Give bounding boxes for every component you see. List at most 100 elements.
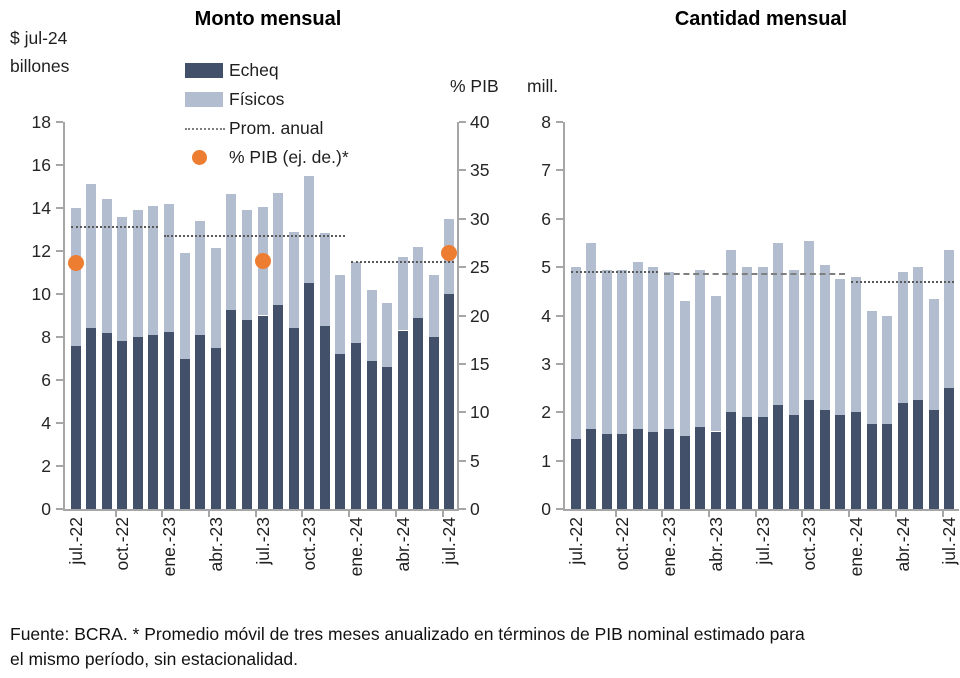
y-axis-tick-label: 10	[31, 284, 51, 304]
y-axis-tick-label: 6	[541, 208, 551, 229]
bar-segment-fisicos	[288, 231, 299, 329]
bar-segment-echeq	[882, 424, 893, 509]
y-axis-tick	[56, 508, 63, 510]
x-axis-minor-tick	[348, 511, 351, 517]
x-axis-minor-tick	[754, 511, 757, 517]
bar-segment-fisicos	[648, 267, 659, 432]
y-axis-tick-label: 7	[541, 160, 551, 181]
bar-segment-echeq	[304, 283, 315, 510]
bar-segment-echeq	[835, 414, 846, 509]
fisicos-swatch-icon	[185, 92, 223, 107]
bar-segment-fisicos	[413, 246, 424, 318]
bar-segment-fisicos	[382, 302, 393, 368]
bar-segment-fisicos	[897, 272, 908, 403]
x-axis-tick-label: oct.-23	[299, 517, 320, 571]
annual-average-line-2023	[664, 273, 846, 276]
bar-segment-fisicos	[241, 210, 252, 320]
secondary-y-axis-tick-label: 25	[470, 257, 490, 278]
bar-segment-fisicos	[710, 296, 721, 432]
bar-segment-fisicos	[148, 205, 159, 335]
bar-segment-echeq	[444, 294, 455, 509]
x-axis-tick-label: oct.-22	[112, 517, 133, 571]
x-axis-tick-label: abr.-24	[892, 517, 913, 572]
x-axis-minor-tick	[441, 511, 444, 517]
left-chart-title: Monto mensual	[194, 8, 342, 30]
x-axis-tick-label: jul.-24	[939, 517, 960, 565]
bar-segment-echeq	[570, 438, 581, 509]
bar-segment-echeq	[850, 412, 861, 510]
bar-segment-fisicos	[304, 175, 315, 284]
orange-dot-icon	[192, 150, 207, 165]
x-axis-tick-label: abr.-23	[705, 517, 726, 572]
y-axis-tick-label: 18	[31, 112, 51, 132]
footnote-line1: Fuente: BCRA. * Promedio móvil de tres m…	[10, 624, 805, 644]
bar-segment-echeq	[804, 400, 815, 509]
y-axis-tick	[556, 508, 563, 510]
y-axis-tick	[56, 164, 63, 166]
bar-segment-fisicos	[866, 310, 877, 425]
bar-segment-echeq	[179, 358, 190, 509]
x-axis-tick-label: jul.-24	[439, 517, 460, 565]
y-axis-tick-label: 8	[541, 112, 551, 132]
bar-segment-echeq	[86, 328, 97, 509]
bar-segment-echeq	[679, 436, 690, 509]
secondary-y-axis-tick-label: 35	[470, 160, 490, 181]
bar-segment-echeq	[944, 388, 955, 509]
y-axis-tick-label: 1	[541, 450, 551, 471]
y-axis-tick	[556, 459, 563, 462]
annual-average-line-2022	[570, 271, 659, 273]
bar-segment-fisicos	[335, 274, 346, 355]
annual-average-line-2023	[164, 234, 346, 237]
y-axis-tick-label: 12	[31, 241, 51, 261]
x-axis-minor-tick	[614, 511, 617, 517]
y-axis-tick	[56, 207, 63, 209]
bar-segment-echeq	[413, 317, 424, 509]
secondary-y-axis-tick-label: 0	[470, 499, 480, 519]
bar-segment-fisicos	[226, 194, 237, 311]
bar-segment-echeq	[601, 434, 612, 509]
secondary-y-axis-tick	[459, 459, 466, 462]
right-chart-unit-label: mill.	[527, 76, 559, 96]
bar-segment-fisicos	[741, 267, 752, 418]
y-axis-tick-label: 0	[541, 499, 551, 519]
bar-segment-fisicos	[428, 274, 439, 338]
y-axis-tick-label: 4	[41, 413, 51, 433]
bar-segment-fisicos	[835, 279, 846, 415]
x-axis-tick-label: jul.-22	[65, 517, 86, 565]
bar-segment-echeq	[664, 429, 674, 509]
y-axis-tick	[56, 121, 63, 123]
bar-segment-fisicos	[132, 210, 143, 337]
annual-average-line-2022	[70, 226, 159, 229]
bar-segment-fisicos	[632, 262, 643, 430]
bar-segment-echeq	[257, 315, 268, 509]
secondary-y-axis-tick-label: 30	[470, 208, 490, 229]
x-axis-minor-tick	[848, 511, 851, 517]
secondary-y-axis-tick-label: 10	[470, 402, 490, 423]
pib-dot-jul.-23	[254, 253, 271, 270]
secondary-y-axis-line	[457, 122, 459, 509]
bar-segment-fisicos	[319, 232, 330, 327]
y-axis-tick	[556, 266, 563, 269]
bar-segment-fisicos	[804, 240, 815, 401]
x-axis-tick-label: jul.-23	[252, 517, 273, 565]
x-axis-minor-tick	[207, 511, 210, 517]
bar-segment-fisicos	[179, 253, 190, 359]
cantidad-mensual-plot-area: 0 1 2 3 4 5 6 7 8 jul.-22 oct.-22 ene.-23 abr.-23 jul…	[541, 112, 959, 576]
secondary-y-axis-tick-label: 15	[470, 353, 490, 374]
x-axis-minor-tick	[254, 511, 257, 517]
bar-segment-fisicos	[570, 267, 581, 439]
bar-segment-fisicos	[86, 184, 97, 329]
bar-segment-echeq	[788, 414, 799, 509]
bar-segment-echeq	[148, 334, 159, 509]
y-axis-tick	[556, 169, 563, 172]
bar-segment-fisicos	[164, 203, 174, 332]
bar-segment-echeq	[617, 434, 628, 509]
secondary-y-axis-tick	[459, 121, 466, 123]
bar-segment-fisicos	[695, 269, 706, 427]
legend-label-pib: % PIB (ej. de.)*	[229, 147, 349, 167]
bar-segment-fisicos	[664, 272, 674, 430]
x-axis-minor-tick	[161, 511, 164, 517]
bar-segment-echeq	[428, 337, 439, 509]
bar-segment-fisicos	[366, 289, 377, 361]
left-axis-unit-label: $ jul-24 billones	[10, 24, 69, 80]
